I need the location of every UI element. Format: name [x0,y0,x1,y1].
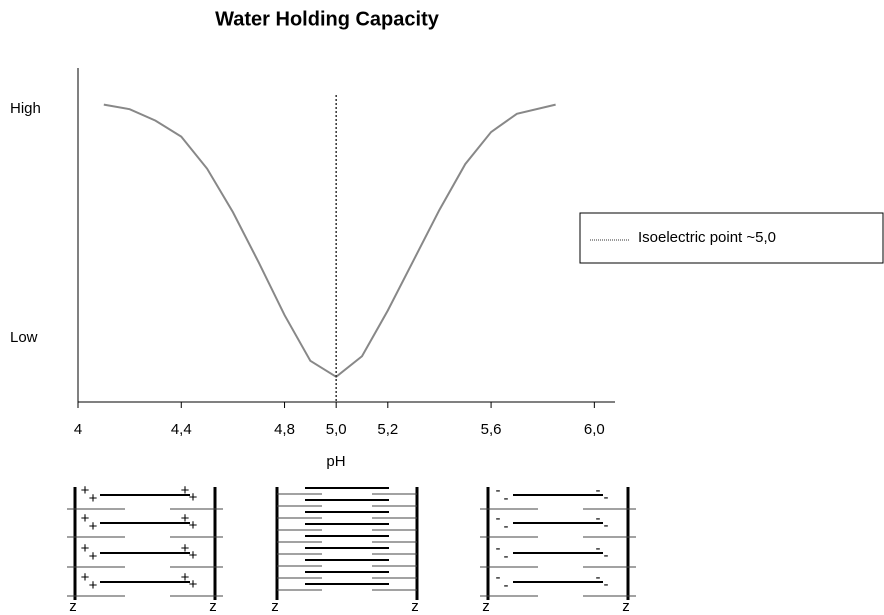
charge-sign: - [596,569,601,586]
charge-sign: + [189,517,198,534]
z-label: z [271,598,279,615]
charge-sign: - [596,510,601,527]
charge-sign: + [89,577,98,594]
charge-sign: - [504,490,509,507]
chart-title: Water Holding Capacity [215,8,440,30]
z-label: z [482,598,490,615]
charge-sign: - [604,517,609,534]
z-label: z [69,598,77,615]
legend-box [579,212,884,264]
charge-sign: + [181,540,190,557]
x-tick-label: 6,0 [584,421,605,438]
charge-sign: - [496,482,501,499]
charge-sign: + [89,490,98,507]
charge-sign: + [81,510,90,527]
x-axis-label: pH [326,453,345,470]
charge-sign: + [89,548,98,565]
charge-sign: + [89,518,98,535]
y-tick-label: High [10,100,41,117]
x-tick-label: 5,6 [481,421,502,438]
x-tick-label: 4,8 [274,421,295,438]
charge-sign: - [504,577,509,594]
charge-sign: - [504,518,509,535]
charge-sign: - [496,540,501,557]
z-label: z [622,598,630,615]
z-label: z [411,598,419,615]
data-line [103,103,556,379]
charge-sign: + [81,540,90,557]
charge-sign: - [504,548,509,565]
charge-sign: + [81,482,90,499]
charge-sign: + [181,569,190,586]
charge-sign: - [604,489,609,506]
y-tick-label: Low [10,329,38,346]
charge-sign: - [604,547,609,564]
charge-sign: - [596,482,601,499]
x-tick-label: 4 [74,421,82,438]
charge-sign: + [189,547,198,564]
charge-sign: + [189,576,198,593]
charge-sign: + [181,482,190,499]
charge-sign: + [81,569,90,586]
charge-sign: - [596,540,601,557]
charge-sign: + [181,510,190,527]
charge-sign: - [496,569,501,586]
charge-sign: - [604,576,609,593]
charge-sign: + [189,489,198,506]
x-tick-label: 5,0 [326,421,347,438]
x-tick-label: 5,2 [377,421,398,438]
x-tick-label: 4,4 [171,421,192,438]
legend-label: Isoelectric point ~5,0 [638,229,776,246]
charge-sign: - [496,510,501,527]
z-label: z [209,598,217,615]
